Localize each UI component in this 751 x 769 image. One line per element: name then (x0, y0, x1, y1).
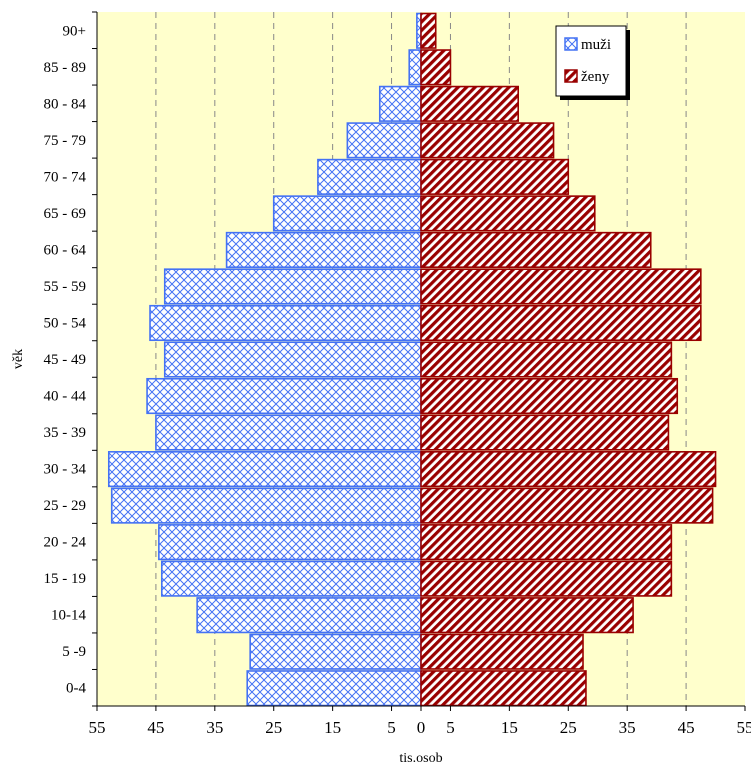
bar-men (408, 49, 422, 86)
bar-women (420, 49, 452, 86)
legend-label-men: muži (581, 37, 611, 53)
bar-women (420, 341, 673, 378)
x-tick-label: 45 (678, 718, 695, 737)
axes (92, 11, 746, 711)
y-tick-label: 25 - 29 (44, 498, 87, 514)
bar-women (420, 633, 584, 670)
bar-men (110, 487, 422, 524)
bar-men (378, 85, 422, 122)
x-tick-label: 15 (501, 718, 518, 737)
y-tick-label: 75 - 79 (44, 133, 87, 149)
legend-swatch-men (564, 37, 578, 51)
bars (107, 12, 717, 707)
bar-men (163, 341, 422, 378)
bar-women (420, 560, 673, 597)
x-tick-label: 55 (89, 718, 106, 737)
y-tick-label: 80 - 84 (44, 96, 87, 112)
x-tick-label: 5 (446, 718, 455, 737)
x-tick-label: 25 (560, 718, 577, 737)
legend: muži ženy (555, 25, 630, 100)
x-tick-label: 25 (265, 718, 282, 737)
bar-men (107, 451, 422, 488)
y-tick-label: 10-14 (51, 608, 86, 624)
y-tick-label: 60 - 64 (44, 242, 87, 258)
bar-women (420, 12, 437, 49)
y-tick-label: 90+ (63, 23, 86, 39)
bar-men (163, 268, 422, 305)
y-tick-label: 30 - 34 (44, 462, 87, 478)
y-tick-label: 15 - 19 (44, 571, 87, 587)
y-tick-label: 40 - 44 (44, 389, 87, 405)
x-axis-title: tis.osob (399, 751, 442, 766)
y-tick-label: 50 - 54 (44, 315, 87, 331)
y-tick-label: 0-4 (66, 681, 86, 697)
bar-women (420, 487, 714, 524)
bar-women (420, 85, 519, 122)
legend-label-women: ženy (581, 69, 610, 85)
bar-women (420, 670, 587, 707)
x-tick-label: 55 (737, 718, 751, 737)
legend-swatch-women (564, 69, 578, 83)
y-tick-label: 65 - 69 (44, 206, 87, 222)
x-tick-label: 35 (619, 718, 636, 737)
bar-women (420, 597, 634, 634)
y-tick-label: 85 - 89 (44, 60, 87, 76)
x-tick-label: 5 (387, 718, 396, 737)
bar-men (317, 158, 422, 195)
bar-men (249, 633, 422, 670)
y-axis-title: věk (11, 349, 26, 369)
bar-men (346, 122, 422, 159)
y-tick-label: 70 - 74 (44, 169, 87, 185)
y-tick-label: 5 -9 (62, 644, 86, 660)
bar-women (420, 231, 652, 268)
x-tick-label: 45 (147, 718, 164, 737)
bar-women (420, 377, 679, 415)
bar-women (420, 304, 702, 342)
bar-women (420, 524, 673, 561)
y-tick-label: 20 - 24 (44, 535, 87, 551)
bar-women (420, 195, 596, 232)
bar-men (196, 597, 422, 634)
bar-men (149, 304, 422, 342)
y-tick-label: 35 - 39 (44, 425, 87, 441)
bar-women (420, 451, 717, 488)
bar-men (161, 560, 422, 597)
bar-women (420, 122, 555, 159)
bar-women (420, 414, 670, 451)
bar-men (146, 377, 422, 415)
bar-men (158, 524, 422, 561)
x-tick-label: 0 (417, 718, 426, 737)
y-tick-label: 45 - 49 (44, 352, 87, 368)
bar-men (272, 195, 422, 232)
bar-women (420, 268, 702, 305)
x-tick-label: 15 (324, 718, 341, 737)
bar-women (420, 158, 570, 195)
x-tick-label: 35 (206, 718, 223, 737)
bar-men (246, 670, 422, 707)
bar-men (225, 231, 422, 268)
y-tick-label: 55 - 59 (44, 279, 87, 295)
bar-men (155, 414, 422, 451)
axis-labels: 0-4 5 -9 10-14 15 - 19 20 - 24 25 - 29 30 - 34… (11, 23, 751, 766)
